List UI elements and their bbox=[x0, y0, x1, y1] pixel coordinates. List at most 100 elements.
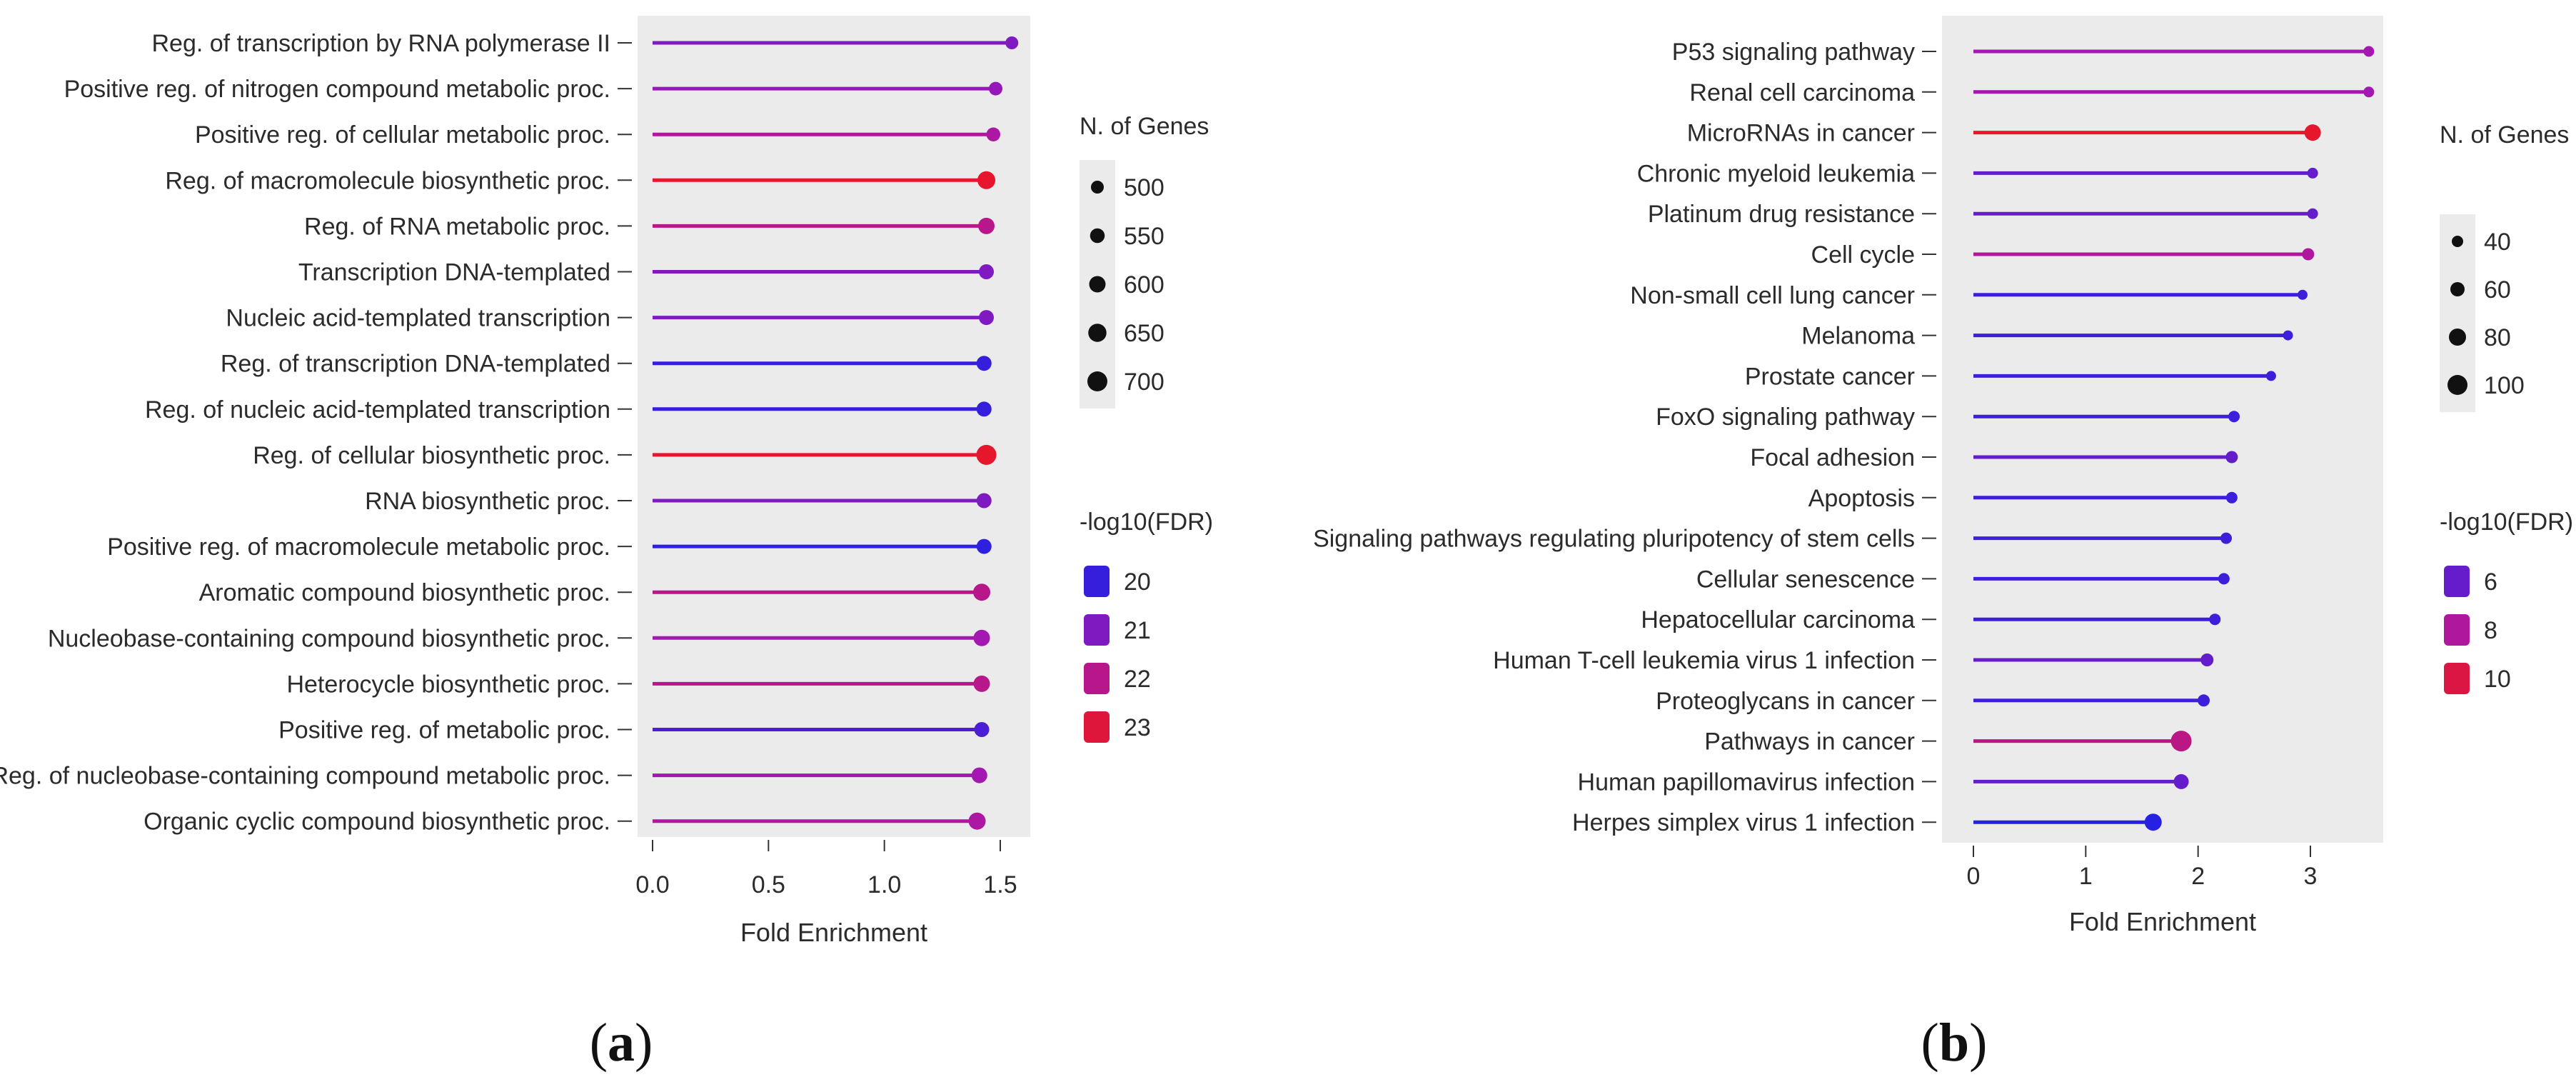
x-axis-title: Fold Enrichment bbox=[2069, 907, 2256, 936]
panel-b: P53 signaling pathway Renal cell carcinom… bbox=[1313, 16, 2573, 936]
category-label: Positive reg. of cellular metabolic proc… bbox=[195, 121, 610, 149]
lollipop-dot bbox=[2198, 694, 2210, 707]
lollipop-dot bbox=[2307, 208, 2318, 219]
lollipop-dot bbox=[974, 722, 990, 737]
color-legend-label: 22 bbox=[1124, 666, 1151, 693]
lollipop-dot bbox=[989, 81, 1003, 96]
size-legend-label: 600 bbox=[1124, 271, 1164, 299]
size-legend-label: 500 bbox=[1124, 174, 1164, 201]
lollipop-dot bbox=[973, 583, 991, 601]
category-label: Apoptosis bbox=[1808, 485, 1915, 512]
panel-b-letter: b bbox=[1939, 1013, 1969, 1073]
size-legend-dot bbox=[2450, 282, 2465, 296]
size-legend-dot bbox=[2447, 375, 2467, 395]
lollipop-dot bbox=[973, 629, 990, 646]
lollipop-dot bbox=[2218, 573, 2230, 585]
lollipop-dot bbox=[979, 310, 995, 326]
category-label: P53 signaling pathway bbox=[1672, 39, 1915, 66]
category-label: Organic cyclic compound biosynthetic pro… bbox=[144, 808, 610, 836]
lollipop-dot bbox=[978, 217, 995, 234]
color-legend-label: 23 bbox=[1124, 714, 1151, 741]
category-label: Non-small cell lung cancer bbox=[1630, 282, 1915, 309]
category-label: Human papillomavirus infection bbox=[1578, 768, 1915, 796]
category-label: Nucleic acid-templated transcription bbox=[226, 305, 610, 332]
color-legend-swatch bbox=[1084, 711, 1110, 743]
lollipop-dot bbox=[2170, 731, 2192, 752]
size-legend-title: N. of Genes bbox=[2440, 121, 2569, 149]
lollipop-dot bbox=[971, 767, 987, 783]
lollipop-dot bbox=[2265, 371, 2276, 381]
x-tick-label: 0.0 bbox=[635, 871, 669, 898]
color-legend-label: 21 bbox=[1124, 617, 1151, 644]
category-label: Renal cell carcinoma bbox=[1689, 79, 1915, 106]
category-label: Reg. of RNA metabolic proc. bbox=[304, 213, 610, 240]
lollipop-dot bbox=[2363, 86, 2375, 98]
x-tick-label: 2 bbox=[2191, 863, 2205, 890]
panel-a-letter: a bbox=[608, 1013, 635, 1073]
size-legend-dot bbox=[1088, 324, 1107, 342]
color-legend-swatch bbox=[2444, 663, 2470, 694]
x-axis-title: Fold Enrichment bbox=[740, 918, 927, 947]
category-label: Focal adhesion bbox=[1750, 444, 1915, 471]
category-label: Platinum drug resistance bbox=[1648, 201, 1915, 228]
color-legend-label: 6 bbox=[2484, 568, 2497, 596]
lollipop-dot bbox=[2304, 124, 2321, 141]
x-tick-label: 1 bbox=[2079, 863, 2093, 890]
lollipop-dot bbox=[2209, 613, 2221, 626]
category-label: Cell cycle bbox=[1811, 241, 1915, 269]
lollipop-dot bbox=[2220, 532, 2232, 544]
size-legend-dot bbox=[1087, 371, 1107, 391]
lollipop-dot bbox=[2225, 491, 2238, 504]
size-legend-dot bbox=[1090, 228, 1105, 244]
size-legend-label: 100 bbox=[2484, 372, 2525, 399]
lollipop-dot bbox=[2363, 46, 2375, 57]
category-label: Reg. of macromolecule biosynthetic proc. bbox=[165, 167, 610, 194]
category-label: Reg. of cellular biosynthetic proc. bbox=[253, 442, 610, 469]
color-legend-label: 10 bbox=[2484, 666, 2511, 693]
x-tick-label: 0 bbox=[1967, 863, 1981, 890]
category-label: Positive reg. of macromolecule metabolic… bbox=[107, 534, 610, 561]
size-legend-dot bbox=[1089, 276, 1106, 293]
size-legend-label: 550 bbox=[1124, 223, 1164, 250]
category-label: Melanoma bbox=[1801, 323, 1915, 350]
x-tick-label: 1.0 bbox=[867, 871, 901, 898]
color-legend-label: 20 bbox=[1124, 568, 1151, 596]
panel-a-caption: (a) bbox=[590, 1013, 653, 1073]
lollipop-dot bbox=[986, 127, 1001, 141]
category-label: Reg. of transcription DNA-templated bbox=[221, 351, 610, 378]
category-label: Hepatocellular carcinoma bbox=[1641, 606, 1915, 633]
category-label: Positive reg. of nitrogen compound metab… bbox=[64, 76, 610, 103]
color-legend-title: -log10(FDR) bbox=[1080, 509, 1213, 536]
lollipop-dot bbox=[2302, 248, 2315, 261]
panel-b-caption: (b) bbox=[1921, 1013, 1988, 1073]
lollipop-dot bbox=[977, 171, 996, 189]
lollipop-dot bbox=[2225, 451, 2238, 464]
category-label: Prostate cancer bbox=[1745, 363, 1915, 390]
lollipop-dot bbox=[2283, 330, 2293, 341]
lollipop-dot bbox=[2144, 813, 2162, 831]
size-legend-label: 60 bbox=[2484, 276, 2511, 304]
size-legend-dot bbox=[2449, 329, 2466, 346]
color-legend-swatch bbox=[1084, 566, 1110, 597]
color-legend-swatch bbox=[1084, 663, 1110, 694]
lollipop-dot bbox=[976, 401, 992, 417]
size-legend-title: N. of Genes bbox=[1080, 113, 1209, 140]
category-label: Chronic myeloid leukemia bbox=[1637, 160, 1915, 187]
category-label: Herpes simplex virus 1 infection bbox=[1572, 809, 1915, 836]
category-label: Human T-cell leukemia virus 1 infection bbox=[1493, 647, 1915, 674]
category-label: Cellular senescence bbox=[1696, 566, 1915, 593]
category-label: Signaling pathways regulating pluripoten… bbox=[1313, 526, 1915, 553]
category-label: Reg. of nucleic acid-templated transcrip… bbox=[145, 396, 610, 424]
x-tick-label: 0.5 bbox=[752, 871, 785, 898]
lollipop-dot bbox=[976, 356, 992, 371]
category-label: Positive reg. of metabolic proc. bbox=[278, 717, 610, 744]
category-label: Reg. of transcription by RNA polymerase … bbox=[152, 30, 611, 57]
lollipop-dot bbox=[2200, 653, 2214, 666]
lollipop-dot bbox=[2228, 411, 2240, 423]
size-legend-label: 80 bbox=[2484, 324, 2511, 351]
category-label: Pathways in cancer bbox=[1704, 728, 1915, 756]
size-legend-dot bbox=[2452, 236, 2463, 247]
plot-panel-bg bbox=[1942, 16, 2383, 843]
category-label: Reg. of nucleobase-containing compound m… bbox=[0, 763, 610, 790]
